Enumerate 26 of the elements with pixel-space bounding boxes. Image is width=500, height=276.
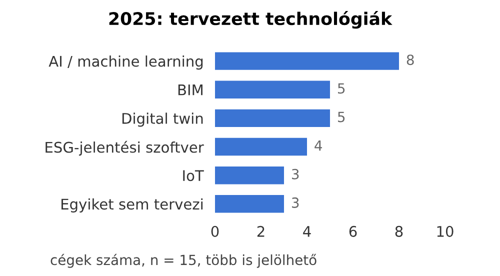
y-tick-label: Digital twin [122, 112, 203, 127]
bar [215, 166, 284, 184]
bar [215, 52, 399, 70]
data-label: 3 [292, 168, 299, 180]
data-label: 3 [292, 197, 299, 208]
y-tick-label: Egyiket sem tervezi [62, 198, 203, 212]
y-tick-label: ESG-jelentési szoftver [46, 140, 204, 156]
x-tick-label: 10 [437, 226, 454, 237]
data-label: 5 [338, 112, 345, 122]
x-tick-label: 2 [257, 226, 264, 237]
x-axis-title: cégek száma, n = 15, több is jelölhető [50, 254, 316, 268]
bar [215, 109, 330, 128]
data-label: 5 [338, 83, 345, 94]
data-label: 4 [314, 140, 322, 151]
chart-title: 2025: tervezett technológiák [109, 11, 392, 29]
data-label: 8 [406, 54, 414, 66]
bar [215, 80, 330, 98]
x-tick-label: 4 [303, 226, 311, 237]
y-tick-label: BIM [178, 84, 202, 96]
bar [215, 138, 307, 156]
bar [215, 195, 284, 213]
x-tick-label: 8 [395, 226, 403, 237]
y-tick-label: IoT [183, 170, 204, 182]
y-tick-label: AI / machine learning [48, 56, 203, 70]
x-tick-label: 6 [349, 226, 357, 237]
x-tick-label: 0 [211, 226, 219, 237]
